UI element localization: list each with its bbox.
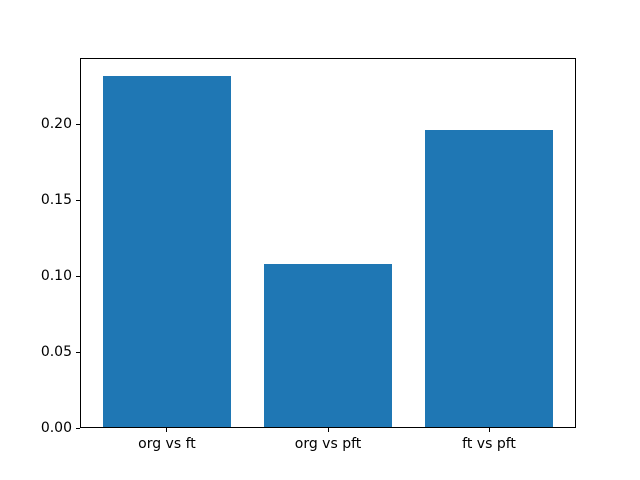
y-tick-mark [76,351,80,353]
y-tick-mark [76,275,80,277]
bar-org-vs-ft [102,75,232,428]
y-tick-label: 0.00 [40,420,72,436]
bar-ft-vs-pft [424,130,554,428]
x-tick-label: org vs ft [138,436,196,452]
y-tick-mark [76,427,80,429]
y-tick-mark [76,123,80,125]
bar-org-vs-pft [263,263,393,428]
x-tick-mark [488,428,490,432]
x-tick-mark [166,428,168,432]
x-tick-mark [327,428,329,432]
y-tick-label: 0.20 [40,116,72,133]
y-tick-label: 0.15 [40,192,72,209]
y-tick-label: 0.05 [40,344,72,361]
y-tick-label: 0.10 [40,268,72,285]
y-tick-mark [76,199,80,201]
x-tick-label: org vs pft [294,436,362,452]
x-tick-label: ft vs pft [462,436,516,452]
